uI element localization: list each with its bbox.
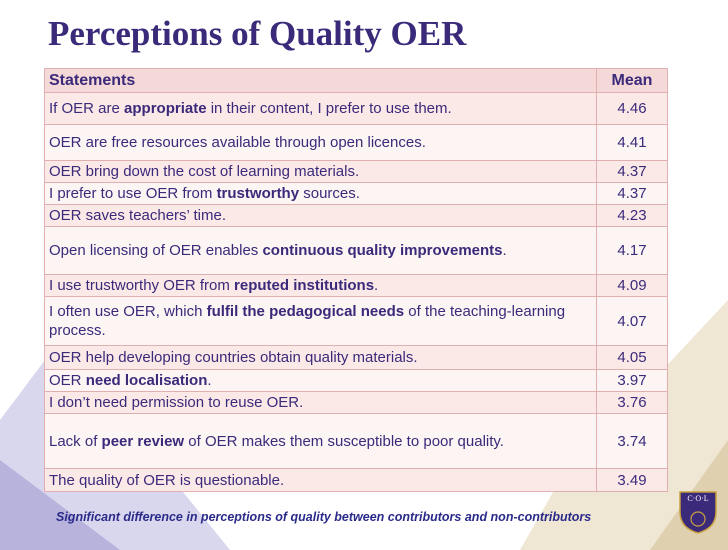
statement-text: OER bring down the cost of learning mate…: [49, 163, 360, 180]
table-row: OER bring down the cost of learning mate…: [44, 160, 668, 183]
table: Statements Mean If OER are appropriate i…: [44, 68, 668, 492]
statement-text: OER: [49, 372, 86, 389]
mean-cell: 4.23: [596, 204, 668, 227]
mean-cell: 4.37: [596, 182, 668, 205]
statement-cell: OER bring down the cost of learning mate…: [44, 160, 597, 183]
table-row: Open licensing of OER enables continuous…: [44, 226, 668, 275]
table-row: The quality of OER is questionable. 3.49: [44, 468, 668, 492]
table-row: I don’t need permission to reuse OER. 3.7…: [44, 391, 668, 414]
table-row: OER need localisation. 3.97: [44, 369, 668, 392]
statement-text: If OER are: [49, 100, 125, 117]
statement-emphasis: appropriate: [124, 100, 207, 117]
statement-text: .: [374, 277, 379, 294]
statement-cell: The quality of OER is questionable.: [44, 468, 597, 492]
mean-cell: 3.97: [596, 369, 668, 392]
statement-cell: I don’t need permission to reuse OER.: [44, 391, 597, 414]
statement-emphasis: trustworthy: [216, 185, 300, 202]
statement-text: I prefer to use OER from: [49, 185, 217, 202]
logo-text: C·O·L: [687, 494, 708, 503]
statement-cell: OER are free resources available through…: [44, 124, 597, 161]
statement-text: of OER makes them susceptible to poor qu…: [184, 432, 504, 450]
statement-text: sources.: [299, 185, 360, 202]
table-row: Lack of peer review of OER makes them su…: [44, 413, 668, 469]
statement-text: OER are free resources available through…: [49, 134, 426, 151]
statement-cell: I prefer to use OER from trustworthy sou…: [44, 182, 597, 205]
logo: C·O·L: [679, 491, 717, 534]
statement-cell: OER saves teachers’ time.: [44, 204, 597, 227]
statement-emphasis: need localisation: [85, 372, 208, 389]
mean-cell: 4.09: [596, 274, 668, 297]
statement-text: OER saves teachers’ time.: [49, 207, 227, 224]
statement-text: Open licensing of OER enables: [49, 242, 263, 259]
statement-cell: OER need localisation.: [44, 369, 597, 392]
statement-text: Lack of: [49, 432, 102, 450]
header-row: Statements Mean: [44, 68, 668, 93]
table-row: I prefer to use OER from trustworthy sou…: [44, 182, 668, 205]
statement-emphasis: peer review: [101, 432, 185, 450]
logo-globe: [690, 511, 706, 527]
table-row: OER help developing countries obtain qua…: [44, 345, 668, 370]
statement-cell: If OER are appropriate in their content,…: [44, 92, 597, 125]
mean-cell: 4.05: [596, 345, 668, 370]
statement-text: I don’t need permission to reuse OER.: [49, 394, 304, 411]
table-row: OER saves teachers’ time. 4.23: [44, 204, 668, 227]
statement-text: OER help developing countries obtain qua…: [49, 349, 418, 366]
table-row: I often use OER, which fulfil the pedago…: [44, 296, 668, 346]
mean-cell: 3.49: [596, 468, 668, 492]
column-header: Statements: [44, 68, 597, 93]
statement-emphasis: reputed institutions: [234, 277, 375, 294]
statement-text: I often use OER, which: [49, 303, 207, 320]
deco-shape: [0, 460, 120, 550]
table-row: OER are free resources available through…: [44, 124, 668, 161]
table-row: If OER are appropriate in their content,…: [44, 92, 668, 125]
mean-cell: 4.37: [596, 160, 668, 183]
statement-text: I use trustworthy OER from: [49, 277, 235, 294]
statement-text: .: [207, 372, 212, 389]
statement-cell: Lack of peer review of OER makes them su…: [44, 413, 597, 469]
statement-text: .: [502, 242, 507, 259]
mean-cell: 4.07: [596, 296, 668, 346]
mean-cell: 3.76: [596, 391, 668, 414]
statement-cell: OER help developing countries obtain qua…: [44, 345, 597, 370]
statement-cell: Open licensing of OER enables continuous…: [44, 226, 597, 275]
footnote: Significant difference in perceptions of…: [56, 510, 592, 524]
mean-cell: 4.46: [596, 92, 668, 125]
title: Perceptions of Quality OER: [48, 14, 467, 53]
statement-text: of the teaching-learning process.: [49, 303, 566, 339]
mean-cell: 4.41: [596, 124, 668, 161]
statement-cell: I often use OER, which fulfil the pedago…: [44, 296, 597, 346]
column-header: Mean: [596, 68, 668, 93]
table-row: I use trustworthy OER from reputed insti…: [44, 274, 668, 297]
mean-cell: 4.17: [596, 226, 668, 275]
statement-emphasis: continuous quality improvements: [262, 242, 503, 259]
statement-emphasis: fulfil the pedagogical needs: [206, 303, 405, 320]
mean-cell: 3.74: [596, 413, 668, 469]
statement-cell: I use trustworthy OER from reputed insti…: [44, 274, 597, 297]
statement-text: in their content, I prefer to use them.: [206, 100, 452, 117]
statement-text: The quality of OER is questionable.: [49, 471, 285, 489]
